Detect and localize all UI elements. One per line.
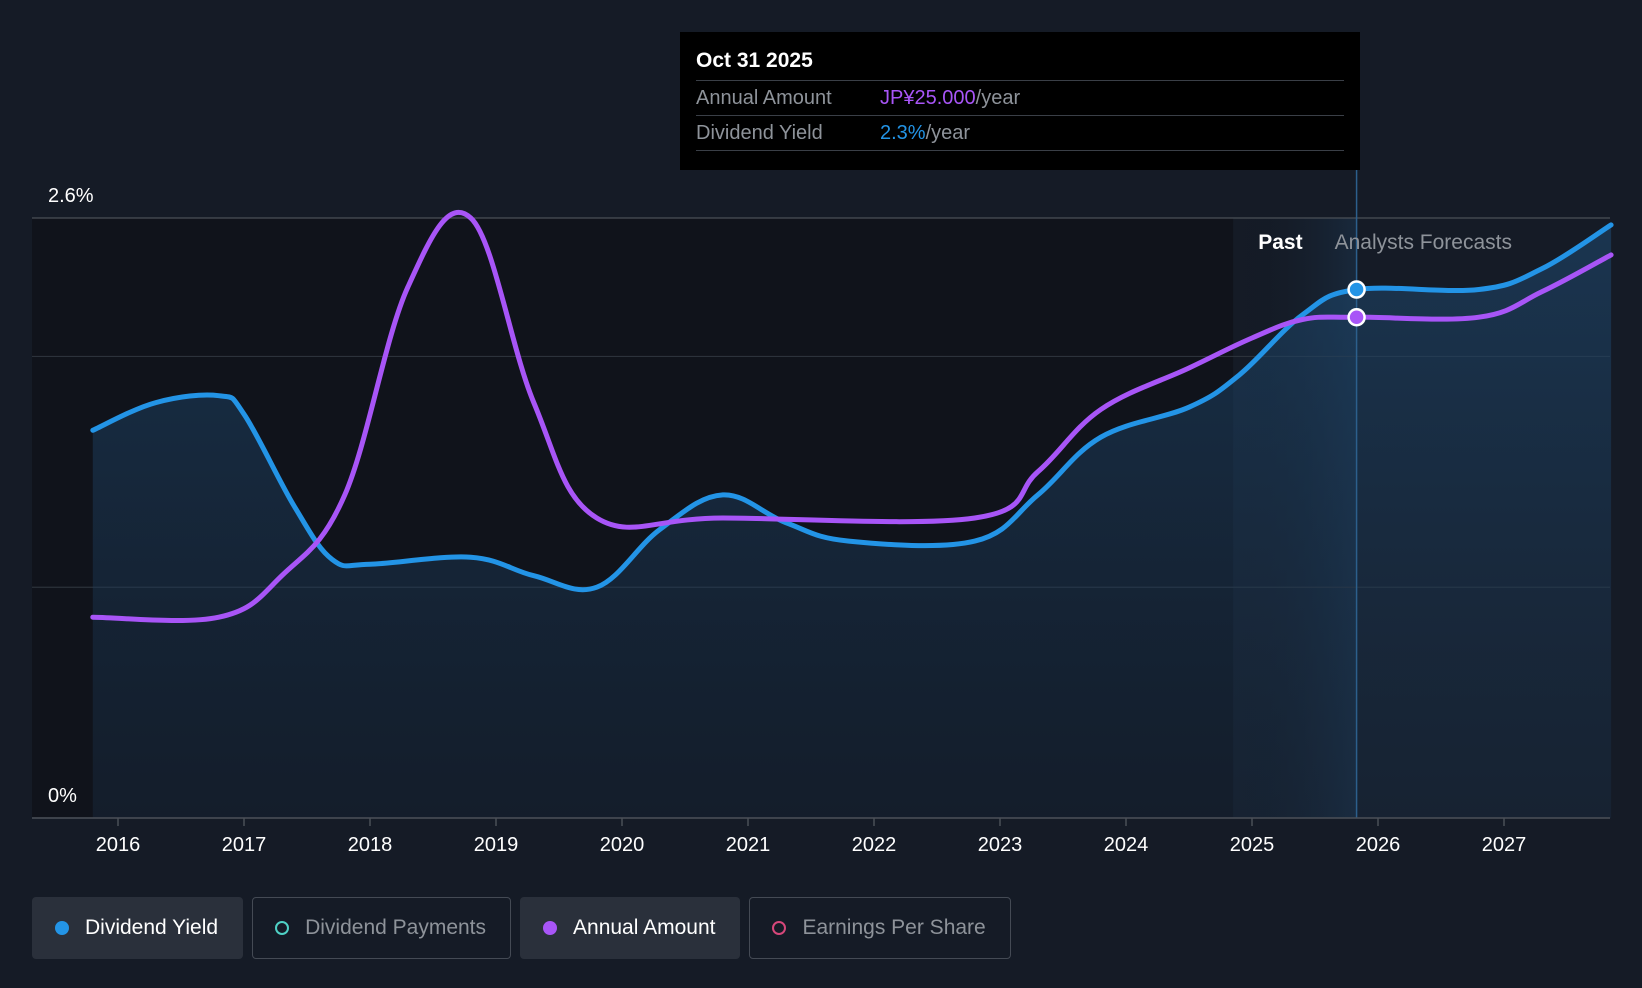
legend-label: Dividend Payments [305,916,487,939]
tooltip-unit: /year [925,122,971,144]
legend-dot-icon [55,921,69,935]
x-tick-label: 2022 [852,834,897,856]
x-tick-label: 2020 [600,834,645,856]
tooltip-date: Oct 31 2025 [696,46,1344,81]
tooltip-markers [1347,280,1366,327]
x-tick-label: 2017 [222,834,267,856]
dividend-yield-area [92,224,1612,818]
series-lines [90,209,1614,624]
legend-label: Earnings Per Share [802,916,986,939]
y-tick-label: 0% [48,785,77,807]
x-tick-label: 2021 [726,834,771,856]
x-tick-label: 2027 [1482,834,1527,856]
x-tick-label: 2023 [978,834,1023,856]
legend-item-annual-amount[interactable]: Annual Amount [520,897,741,959]
legend-dot-icon [275,921,290,935]
tooltip-value: 2.3% [880,122,926,144]
tooltip: Oct 31 2025 Annual Amount JP¥25.000 /yea… [680,32,1360,170]
tooltip-label: Annual Amount [696,87,832,109]
legend-item-dividend-payments[interactable]: Dividend Payments [252,897,512,959]
legend-label: Annual Amount [573,916,716,939]
legend: Dividend Yield Dividend Payments Annual … [32,897,1020,959]
y-tick-label: 2.6% [48,185,94,207]
x-tick-label: 2016 [96,834,141,856]
x-tick-label: 2025 [1230,834,1275,856]
legend-dot-icon [772,921,787,935]
annual-amount-marker [1347,307,1366,327]
forecast-label: Analysts Forecasts [1335,231,1512,254]
legend-item-earnings-per-share[interactable]: Earnings Per Share [749,897,1011,959]
x-tick-label: 2018 [348,834,393,856]
tooltip-value: JP¥25.000 [880,87,976,109]
x-tick-label: 2019 [474,834,519,856]
tooltip-row-annual-amount: Annual Amount JP¥25.000 /year [696,81,1344,116]
y-axis-ticks: 2.6% 0% [48,185,94,807]
x-tick-label: 2024 [1104,834,1149,856]
legend-dot-icon [543,921,558,935]
x-tick-label: 2026 [1356,834,1401,856]
tooltip-unit: /year [975,87,1021,109]
dividend-yield-marker [1347,280,1366,299]
past-label: Past [1258,231,1302,254]
tooltip-label: Dividend Yield [696,122,823,144]
annual-amount-line [90,209,1614,624]
legend-item-dividend-yield[interactable]: Dividend Yield [32,897,244,959]
tooltip-row-dividend-yield: Dividend Yield 2.3% /year [696,116,1344,151]
legend-label: Dividend Yield [85,916,219,939]
x-axis-ticks: 2016 2017 2018 2019 2020 2021 2022 2023 2024 2025… [96,818,1527,856]
